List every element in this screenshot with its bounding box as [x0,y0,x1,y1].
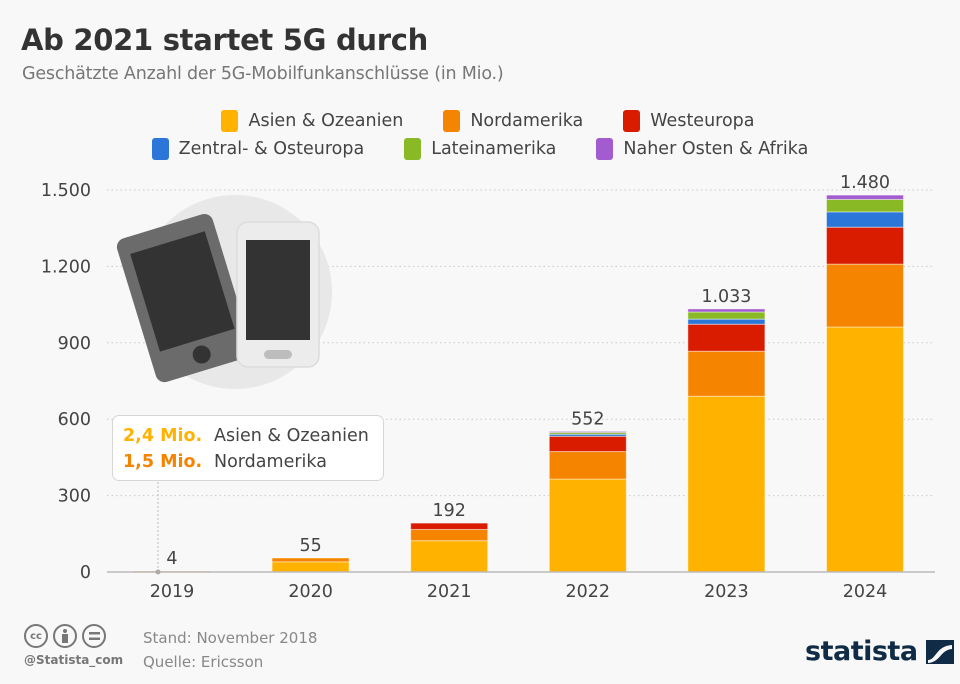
license-block: cc @Statista_com [24,624,123,667]
statista-logo[interactable]: statista [805,636,954,667]
bar-segment-zentral-osteuropa [548,433,627,437]
y-tick-label: 0 [80,563,91,583]
legend-swatch [151,138,169,160]
legend-label: Asien & Ozeanien [248,111,404,131]
smartphones-illustration [116,195,332,389]
bar-segment-asien-ozeanien [687,395,766,573]
stand-date: Stand: November 2018 [143,629,318,647]
annotation-label: Nordamerika [214,452,327,472]
x-tick-label: 2023 [704,582,749,602]
legend-swatch [623,110,641,132]
bar-segment-asien-ozeanien [410,540,489,573]
y-tick-label: 1.500 [41,181,91,201]
total-label: 552 [571,409,604,429]
legend-item-zentral-osteuropa: Zentral- & Osteuropa [151,138,365,160]
annotation-label: Asien & Ozeanien [214,426,369,446]
annotation-value: 2,4 Mio. [123,426,203,446]
y-tick-label: 600 [58,410,91,430]
bar-segment-asien-ozeanien [271,561,350,573]
legend-label: Westeuropa [650,111,755,131]
brand-text: statista [805,636,918,667]
source-info: Stand: November 2018 Quelle: Ericsson [143,626,317,674]
bar-segment-naher-osten-afrika [826,194,904,200]
bar-segment-lateinamerika [826,198,904,213]
chart-subtitle: Geschätzte Anzahl der 5G-Mobilfunkanschl… [22,64,504,84]
legend-item-naher-osten-afrika: Naher Osten & Afrika [596,138,808,160]
bar-segment-nordamerika [410,528,489,542]
total-labels: 4 55 192 552 1.033 1.480 [166,173,890,569]
bar-segment-lateinamerika [687,311,766,320]
bar-segment-naher-osten-afrika [548,430,627,433]
bar-segment-nordamerika [271,557,350,563]
statista-handle[interactable]: @Statista_com [24,653,124,667]
bar-segment-westeuropa [687,323,766,352]
bar-segment-nordamerika [687,350,766,397]
bar-segment-zentral-osteuropa [826,211,904,228]
legend-item-nordamerika: Nordamerika [443,110,583,132]
x-tick-label: 2022 [566,582,611,602]
legend-row-2: Zentral- & Osteuropa Lateinamerika Naher… [0,138,960,160]
legend-swatch [221,110,239,132]
y-tick-label: 900 [58,334,91,354]
bar-segment-naher-osten-afrika [687,308,766,313]
annotation-row: 2,4 Mio. Asien & Ozeanien [123,423,383,449]
x-tick-label: 2024 [843,582,888,602]
y-axis: 0 300 600 900 1.200 1.500 [41,181,91,583]
bar-segment-nordamerika [548,451,627,480]
annotation-row: 1,5 Mio. Nordamerika [123,449,383,475]
statista-mark-icon [925,639,954,664]
x-tick-label: 2019 [150,582,195,602]
bar-segment-westeuropa [826,226,904,265]
legend-label: Zentral- & Osteuropa [178,139,365,159]
y-tick-label: 1.200 [41,257,91,277]
total-label: 1.480 [840,173,890,193]
annotation-box-2019: 2,4 Mio. Asien & Ozeanien 1,5 Mio. Norda… [112,415,384,481]
total-label: 4 [166,549,177,569]
legend-label: Nordamerika [470,111,584,131]
legend-swatch [443,110,461,132]
nd-icon[interactable] [82,624,106,648]
bars [133,194,904,573]
legend-swatch [404,138,422,160]
legend-item-westeuropa: Westeuropa [623,110,755,132]
annotation-value: 1,5 Mio. [123,452,203,472]
annotation-dot [155,569,161,575]
cc-icon[interactable]: cc [24,624,48,648]
legend-swatch [596,138,614,160]
legend-row-1: Asien & Ozeanien Nordamerika Westeuropa [0,110,960,132]
bar-segment-asien-ozeanien [826,326,904,573]
legend-label: Naher Osten & Afrika [623,139,809,159]
bar-segment-westeuropa [410,522,489,530]
dark-phone-icon [116,213,252,383]
x-axis: 2019 2020 2021 2022 2023 2024 [150,582,888,602]
x-tick-label: 2020 [288,582,333,602]
legend-item-asien: Asien & Ozeanien [221,110,403,132]
light-phone-icon [236,221,320,368]
total-label: 55 [299,536,321,556]
bar-segment-westeuropa [548,435,627,453]
y-tick-label: 300 [58,487,91,507]
legend-label: Lateinamerika [431,139,557,159]
legend-item-lateinamerika: Lateinamerika [404,138,556,160]
bar-segment-asien-ozeanien [548,478,627,573]
bar-segment-nordamerika [826,263,904,328]
source: Quelle: Ericsson [143,653,264,671]
chart-title: Ab 2021 startet 5G durch [21,23,429,57]
bar-segment-zentral-osteuropa [687,318,766,325]
gridlines [107,189,935,497]
total-label: 192 [432,501,465,521]
by-icon[interactable] [53,624,77,648]
x-tick-label: 2021 [427,582,472,602]
total-label: 1.033 [701,287,751,307]
